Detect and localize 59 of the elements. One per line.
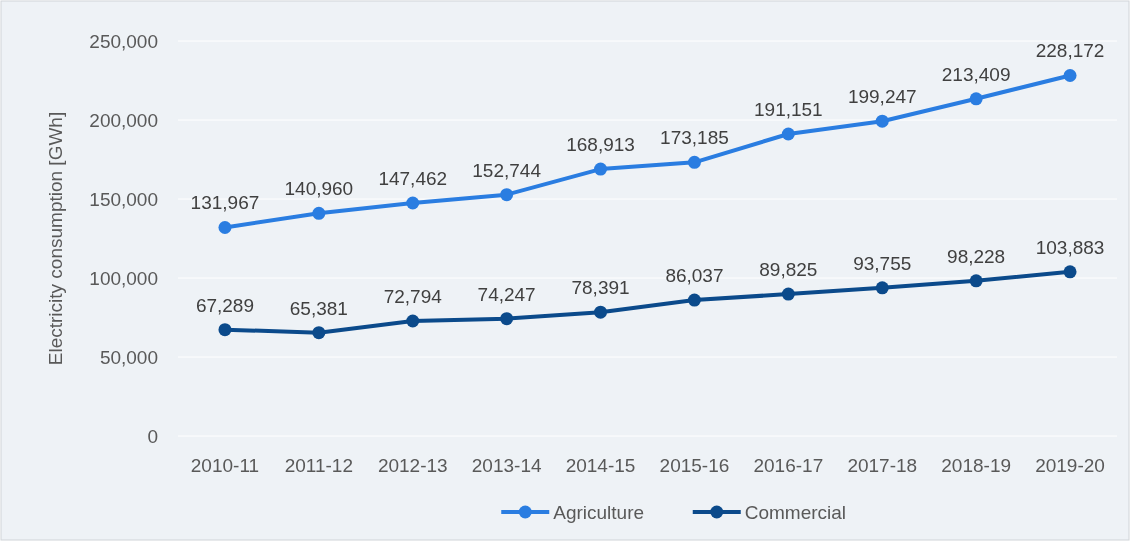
data-label: 152,744: [472, 159, 542, 181]
data-label: 67,289: [195, 294, 255, 316]
data-label: 199,247: [847, 86, 917, 108]
data-label: 72,794: [383, 285, 443, 307]
point: [781, 127, 795, 141]
y-tick-label: 50,000: [99, 346, 158, 368]
data-label: 89,825: [759, 259, 818, 281]
legend-label: Commercial: [744, 501, 847, 523]
data-label: 103,883: [1035, 236, 1105, 258]
x-tick-label: 2010-11: [190, 455, 260, 476]
point: [312, 326, 326, 340]
data-label: 93,755: [853, 252, 912, 274]
y-tick-label: 250,000: [89, 30, 158, 52]
y-tick-label: 100,000: [89, 267, 158, 289]
y-tick-label: 150,000: [89, 188, 158, 210]
point: [594, 162, 608, 176]
legend-label: Agriculture: [553, 501, 645, 523]
point: [875, 114, 889, 128]
data-label: 65,381: [289, 297, 348, 319]
data-label: 140,960: [284, 178, 354, 200]
point: [312, 206, 326, 220]
x-tick-label: 2014-15: [565, 455, 636, 476]
data-label: 147,462: [378, 168, 448, 190]
y-axis-title: Electricity consumption [GWh]: [45, 111, 66, 366]
data-label: 98,228: [947, 245, 1006, 267]
y-tick-label: 200,000: [89, 109, 158, 131]
point: [875, 281, 889, 295]
point: [969, 274, 983, 288]
data-label: 191,151: [754, 98, 823, 120]
data-label: 131,967: [190, 192, 260, 214]
point: [687, 155, 701, 169]
x-tick-label: 2017-18: [847, 455, 918, 476]
point: [500, 188, 514, 202]
point: [594, 305, 608, 319]
x-tick-label: 2012-13: [377, 455, 448, 476]
point: [218, 220, 232, 234]
x-tick-label: 2016-17: [753, 455, 824, 476]
data-label: 86,037: [665, 265, 724, 287]
point: [969, 92, 983, 106]
point: [781, 287, 795, 301]
data-label: 173,185: [660, 127, 729, 149]
point: [406, 196, 420, 210]
point: [1063, 265, 1077, 279]
x-tick-label: 2011-12: [284, 455, 354, 476]
point: [500, 312, 514, 326]
point: [1063, 68, 1077, 82]
x-tick-label: 2013-14: [471, 455, 542, 476]
point: [218, 323, 232, 337]
x-tick-label: 2019-20: [1035, 455, 1105, 476]
data-label: 78,391: [571, 277, 630, 299]
x-tick-label: 2015-16: [659, 455, 730, 476]
point: [406, 314, 420, 328]
y-tick-label: 0: [147, 425, 158, 447]
data-label: 228,172: [1035, 40, 1105, 62]
data-label: 213,409: [941, 63, 1011, 85]
x-tick-label: 2018-19: [941, 455, 1012, 476]
data-label: 74,247: [477, 283, 536, 305]
data-label: 168,913: [566, 134, 635, 156]
point: [687, 293, 701, 307]
